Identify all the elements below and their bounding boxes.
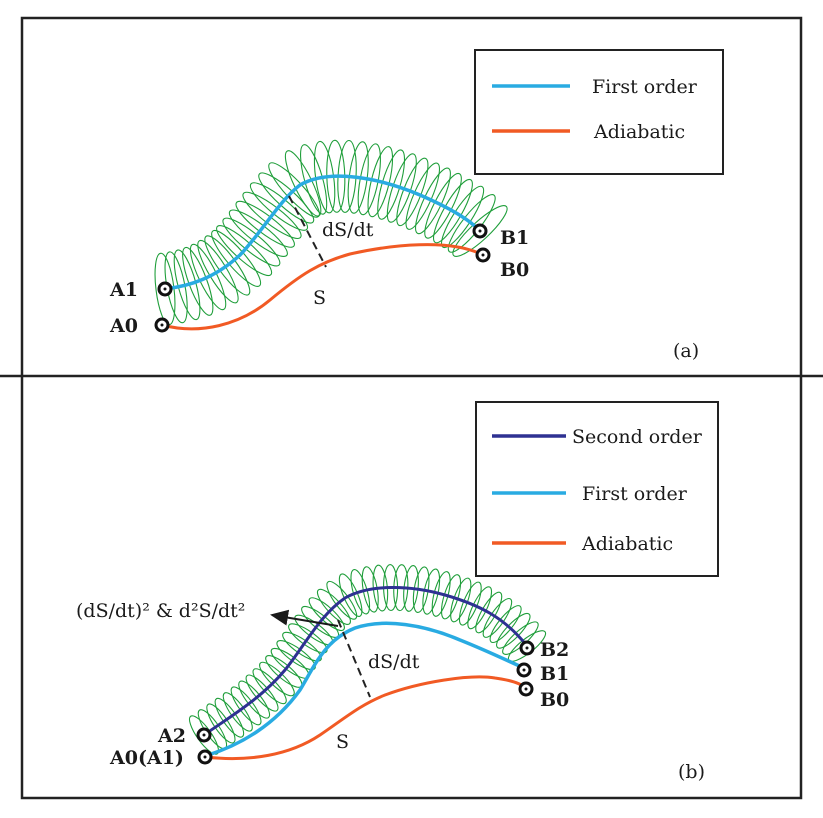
label-dSdt-a: dS/dt [322, 219, 374, 241]
outer-frame [20, 16, 803, 800]
label-B2: B2 [540, 639, 569, 661]
point-marker-B0 [475, 247, 491, 263]
label-B1-b: B1 [540, 663, 569, 685]
point-marker-A1 [157, 281, 173, 297]
panel-tag-a: (a) [673, 340, 699, 362]
legend-box-a [474, 49, 724, 175]
point-marker-B1 [472, 223, 488, 239]
adiabatic-path-a [161, 243, 484, 331]
point-marker-A2 [196, 727, 212, 743]
point-marker-A0A1 [197, 749, 213, 765]
label-A1: A1 [109, 279, 138, 301]
label-B0: B0 [500, 259, 529, 281]
label-dSdt-b: dS/dt [368, 651, 420, 673]
legend-label-first-order-a: First order [592, 76, 698, 98]
legend-a: First order Adiabatic [474, 49, 724, 175]
label-second-derivative: (dS/dt)² & d²S/dt² [76, 600, 245, 622]
label-S-a: S [313, 287, 326, 309]
label-A0A1: A0(A1) [109, 747, 184, 769]
point-marker-B2 [519, 640, 535, 656]
legend-box-b [475, 401, 719, 577]
panel-b: A2 A0(A1) B2 B1 B0 dS/dt S (dS/dt)² & d²… [76, 401, 719, 783]
first-order-path-a [164, 174, 482, 291]
label-S-b: S [336, 731, 349, 753]
adiabatic-path-b [204, 675, 527, 760]
panel-tag-b: (b) [678, 761, 705, 783]
first-order-path-b [207, 621, 525, 757]
point-marker-A0 [154, 317, 170, 333]
legend-label-first-order-b: First order [582, 483, 688, 505]
dSdt-dashed-line-b [337, 619, 371, 698]
label-A2: A2 [157, 725, 186, 747]
point-marker-B0-b [518, 681, 534, 697]
label-A0: A0 [109, 315, 138, 337]
point-marker-B1-b [516, 662, 532, 678]
label-B0-b: B0 [540, 689, 569, 711]
legend-b: Second order First order Adiabatic [475, 401, 719, 577]
legend-label-adiabatic-b: Adiabatic [581, 533, 673, 555]
second-order-path-b [203, 586, 529, 737]
dSdt-dashed-line-a [288, 195, 327, 268]
second-deriv-arrow [270, 609, 339, 627]
label-B1: B1 [500, 227, 529, 249]
panel-a: A1 A0 B1 B0 dS/dt S First order Adiabati… [109, 49, 724, 362]
legend-label-adiabatic-a: Adiabatic [593, 121, 685, 143]
legend-label-second-order-b: Second order [572, 426, 703, 448]
